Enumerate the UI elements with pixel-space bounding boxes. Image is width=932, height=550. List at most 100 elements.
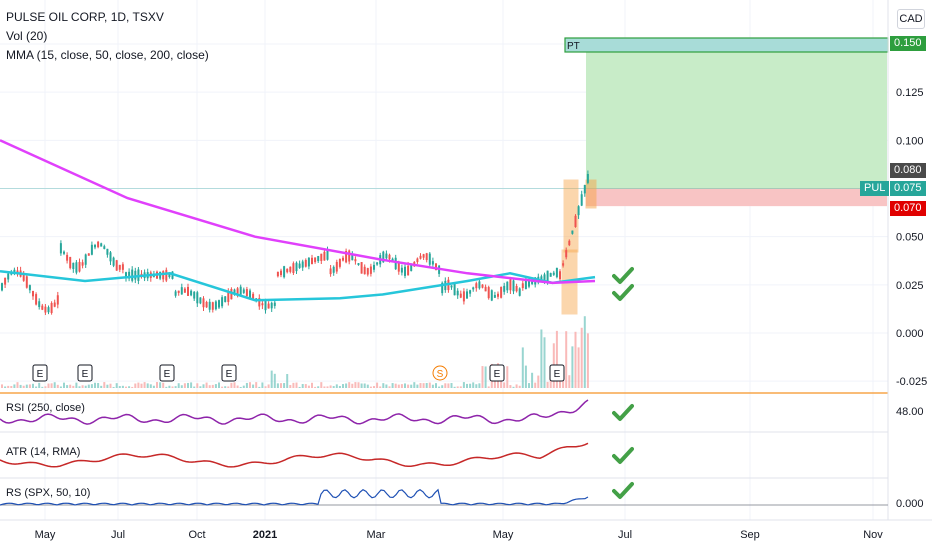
volume-bar bbox=[586, 333, 589, 388]
volume-bar bbox=[518, 385, 521, 388]
volume-bar bbox=[555, 330, 558, 388]
volume-bar bbox=[84, 385, 87, 388]
volume-bar bbox=[32, 383, 34, 388]
volume-bar bbox=[354, 382, 357, 388]
candle-body bbox=[286, 268, 289, 273]
candle-body bbox=[435, 263, 437, 271]
candle-body bbox=[25, 276, 28, 288]
candle-body bbox=[162, 271, 165, 280]
symbol-tag: PUL bbox=[860, 181, 890, 196]
target-price-tag: 0.150 bbox=[890, 36, 926, 51]
volume-bar bbox=[156, 382, 158, 388]
candle-body bbox=[574, 215, 577, 228]
volume-bar bbox=[128, 386, 131, 388]
checkmark-icon bbox=[612, 266, 634, 286]
time-tick-label: Nov bbox=[863, 529, 883, 541]
candle-body bbox=[521, 283, 524, 289]
volume-bar bbox=[441, 385, 444, 388]
volume-bar bbox=[152, 385, 155, 388]
volume-bar bbox=[109, 383, 112, 388]
candle-body bbox=[103, 246, 106, 249]
volume-bar bbox=[242, 385, 245, 388]
volume-bar bbox=[478, 383, 481, 388]
volume-bar bbox=[438, 386, 441, 388]
candle-body bbox=[363, 266, 366, 275]
candle-body bbox=[236, 288, 239, 294]
volume-bar bbox=[456, 386, 459, 388]
candle-body bbox=[456, 290, 459, 296]
candle-body bbox=[252, 293, 255, 301]
volume-bar bbox=[47, 383, 50, 388]
event-marker-label: E bbox=[164, 369, 171, 380]
candle-body bbox=[416, 258, 419, 263]
event-marker-label: E bbox=[494, 369, 501, 380]
candle-body bbox=[63, 251, 65, 254]
atr-label: ATR (14, RMA) bbox=[6, 446, 81, 458]
candle-body bbox=[84, 254, 87, 265]
target-zone bbox=[586, 44, 887, 189]
volume-bar bbox=[19, 384, 22, 388]
volume-bar bbox=[13, 384, 16, 388]
candle-body bbox=[382, 251, 385, 263]
candle-body bbox=[177, 290, 180, 293]
volume-bar bbox=[320, 382, 323, 388]
candle-body bbox=[56, 295, 59, 305]
candle-body bbox=[555, 267, 558, 278]
candle-body bbox=[338, 258, 341, 267]
time-tick-label: Mar bbox=[367, 529, 386, 541]
highlight-box bbox=[585, 179, 597, 209]
volume-bar bbox=[264, 386, 267, 388]
volume-bar bbox=[373, 386, 375, 388]
volume-bar bbox=[159, 382, 162, 388]
candle-body bbox=[211, 302, 214, 310]
candle-body bbox=[280, 270, 282, 276]
volume-bar bbox=[351, 383, 354, 388]
currency-button[interactable]: CAD bbox=[897, 9, 925, 29]
candle-body bbox=[388, 254, 391, 260]
volume-bar bbox=[528, 383, 530, 388]
volume-bar bbox=[407, 384, 410, 388]
volume-bar bbox=[270, 370, 273, 388]
volume-bar bbox=[521, 347, 524, 388]
candle-body bbox=[276, 271, 279, 277]
price-tick-label: -0.025 bbox=[896, 376, 927, 388]
rsi-value: 48.00 bbox=[896, 406, 924, 418]
split-marker bbox=[432, 365, 448, 381]
candle-body bbox=[450, 285, 453, 288]
candle-body bbox=[218, 300, 220, 308]
time-tick-label: Sep bbox=[740, 529, 760, 541]
candle-body bbox=[549, 273, 552, 277]
volume-bar bbox=[419, 383, 422, 388]
candle-body bbox=[214, 301, 217, 310]
volume-bar bbox=[245, 382, 248, 388]
volume-bar bbox=[28, 384, 31, 388]
volume-bar bbox=[261, 382, 264, 388]
price-axis: 0.125 0.100 0.050 0.025 0.000 -0.025 bbox=[896, 87, 927, 388]
volume-bar bbox=[568, 375, 571, 388]
pt-box[interactable] bbox=[564, 37, 889, 53]
marker-price-tag: 0.080 bbox=[890, 163, 926, 178]
volume-bar bbox=[546, 381, 549, 388]
candle-body bbox=[391, 258, 394, 261]
candle-body bbox=[462, 291, 465, 302]
volume-bar bbox=[577, 347, 580, 388]
candle-body bbox=[326, 250, 329, 260]
candle-body bbox=[428, 253, 431, 265]
candle-body bbox=[233, 289, 236, 295]
candle-body bbox=[366, 268, 369, 275]
candle-body bbox=[568, 240, 571, 246]
candle-body bbox=[503, 285, 506, 292]
volume-bar bbox=[177, 383, 180, 388]
candle-body bbox=[227, 291, 230, 302]
candle-body bbox=[345, 250, 348, 263]
candle-body bbox=[208, 301, 211, 310]
candle-body bbox=[261, 303, 264, 306]
volume-bar bbox=[218, 382, 220, 388]
candle-body bbox=[273, 302, 276, 306]
candle-body bbox=[506, 281, 509, 291]
volume-bar bbox=[121, 385, 124, 388]
volume-bar bbox=[391, 383, 394, 388]
candle-body bbox=[441, 282, 444, 294]
volume-bar bbox=[400, 384, 403, 388]
